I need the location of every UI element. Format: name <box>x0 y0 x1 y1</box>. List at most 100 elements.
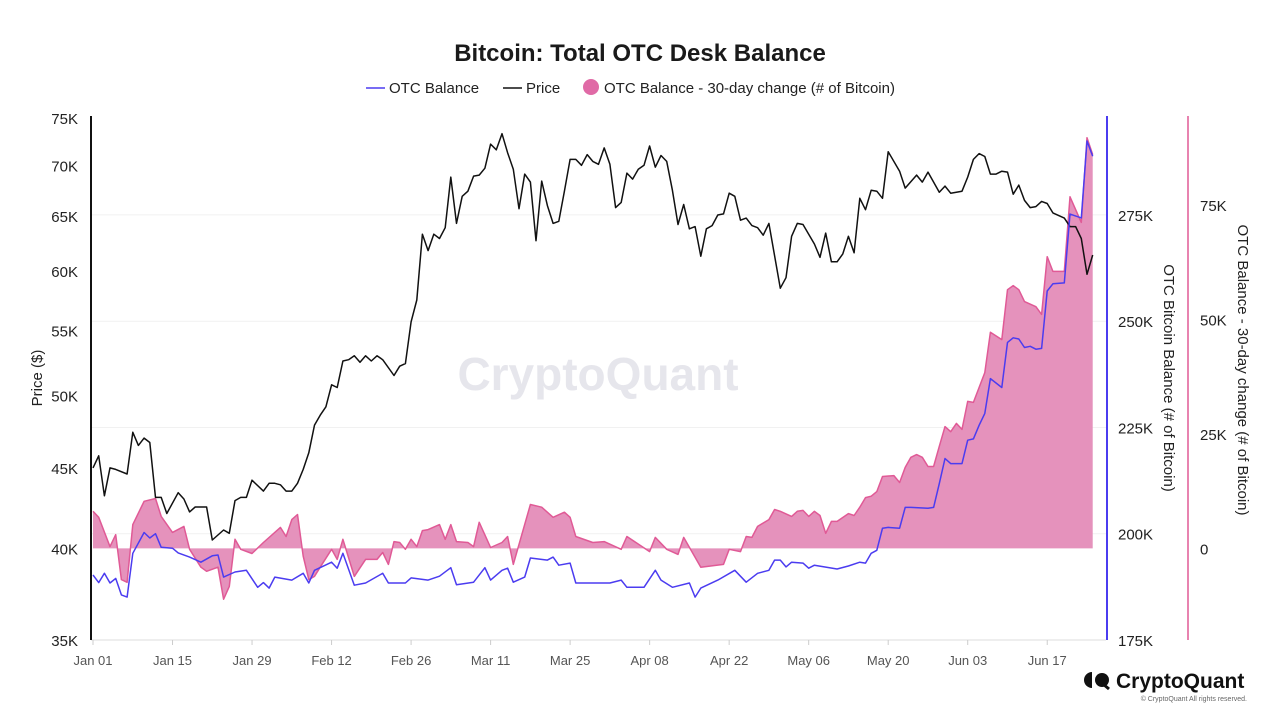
data-point-price <box>512 168 515 171</box>
data-point-price <box>393 374 396 377</box>
data-point-otc-balance <box>302 572 305 575</box>
data-point-price <box>415 299 418 302</box>
data-point-otc-balance <box>483 566 486 569</box>
data-point-otc-balance-30-day-change <box>341 538 344 541</box>
data-point-otc-balance-30-day-change <box>466 541 469 544</box>
data-point-otc-balance-30-day-change <box>421 529 424 532</box>
data-point-otc-balance-30-day-change <box>376 558 379 561</box>
data-point-price <box>978 152 981 155</box>
data-point-otc-balance-30-day-change <box>387 563 390 566</box>
data-point-otc-balance <box>944 457 947 460</box>
data-point-price <box>830 260 833 263</box>
data-point-price <box>466 190 469 193</box>
data-point-otc-balance <box>643 586 646 589</box>
data-point-otc-balance-30-day-change <box>427 528 430 531</box>
data-point-price <box>483 167 486 170</box>
x-tick-label: May 20 <box>867 653 910 668</box>
data-point-otc-balance-30-day-change <box>1017 288 1020 291</box>
data-point-otc-balance <box>881 527 884 530</box>
balance-tick-label: 175K <box>1118 633 1153 650</box>
data-point-price <box>961 190 964 193</box>
data-point-otc-balance <box>171 547 174 550</box>
data-point-otc-balance <box>625 586 628 589</box>
data-point-otc-balance-30-day-change <box>364 558 367 561</box>
data-point-otc-balance <box>455 583 458 586</box>
watermark: CryptoQuant <box>457 348 738 400</box>
data-point-otc-balance-30-day-change <box>864 496 867 499</box>
data-point-price <box>410 320 413 323</box>
data-point-price <box>506 151 509 154</box>
data-point-price <box>370 360 373 363</box>
data-point-otc-balance-30-day-change <box>955 422 958 425</box>
data-point-price <box>750 224 753 227</box>
data-point-price <box>302 468 305 471</box>
legend-item-otc-balance[interactable]: OTC Balance <box>366 80 479 97</box>
data-point-price <box>359 361 362 364</box>
data-point-otc-balance <box>1051 282 1054 285</box>
data-point-otc-balance <box>552 556 555 559</box>
legend-label-30-day-change: OTC Balance - 30-day change (# of Bitcoi… <box>604 80 895 97</box>
data-point-otc-balance <box>773 559 776 562</box>
data-point-price <box>1074 225 1077 228</box>
data-point-otc-balance-30-day-change <box>438 523 441 526</box>
data-point-otc-balance <box>313 569 316 572</box>
x-tick-label: Jun 03 <box>948 653 987 668</box>
data-point-otc-balance <box>427 579 430 582</box>
data-point-otc-balance <box>591 582 594 585</box>
data-point-otc-balance-30-day-change <box>415 545 418 548</box>
data-point-otc-balance <box>273 576 276 579</box>
data-point-otc-balance <box>1069 213 1072 216</box>
data-point-otc-balance <box>785 565 788 568</box>
data-point-otc-balance-30-day-change <box>393 540 396 543</box>
data-point-otc-balance-30-day-change <box>932 465 935 468</box>
data-point-otc-balance-30-day-change <box>796 510 799 513</box>
data-point-otc-balance <box>574 582 577 585</box>
data-point-price <box>222 529 225 532</box>
data-point-price <box>631 178 634 181</box>
balance-tick-label: 200K <box>1118 527 1153 544</box>
data-point-price <box>1029 206 1032 209</box>
data-point-otc-balance-30-day-change <box>404 548 407 551</box>
data-point-otc-balance-30-day-change <box>552 516 555 519</box>
data-point-otc-balance-30-day-change <box>381 551 384 554</box>
legend-item-price[interactable]: Price <box>503 80 560 97</box>
x-tick-label: Apr 08 <box>630 653 668 668</box>
data-point-price <box>160 496 163 499</box>
data-point-otc-balance <box>716 579 719 582</box>
balance-tick-label: 275K <box>1118 208 1153 225</box>
data-point-otc-balance-30-day-change <box>745 535 748 538</box>
data-point-price <box>398 365 401 368</box>
data-point-otc-balance <box>932 506 935 509</box>
data-point-price <box>330 383 333 386</box>
data-point-otc-balance <box>290 579 293 582</box>
data-point-otc-balance <box>694 596 697 599</box>
data-point-otc-balance <box>268 587 271 590</box>
data-point-price <box>898 170 901 173</box>
data-point-otc-balance-30-day-change <box>529 503 532 506</box>
data-point-otc-balance-30-day-change <box>966 400 969 403</box>
data-point-otc-balance <box>154 532 157 535</box>
data-point-price <box>188 510 191 513</box>
data-point-otc-balance-30-day-change <box>205 570 208 573</box>
data-point-price <box>802 223 805 226</box>
data-point-otc-balance <box>767 569 770 572</box>
data-point-price <box>648 145 651 148</box>
data-point-otc-balance-30-day-change <box>603 540 606 543</box>
data-point-otc-balance-30-day-change <box>847 512 850 515</box>
data-point-price <box>796 222 799 225</box>
data-point-price <box>836 260 839 263</box>
data-point-otc-balance-30-day-change <box>506 535 509 538</box>
data-point-price <box>574 158 577 161</box>
data-point-otc-balance <box>103 572 106 575</box>
data-point-otc-balance <box>126 596 129 599</box>
data-point-otc-balance <box>160 546 163 549</box>
data-point-price <box>432 233 435 236</box>
data-point-otc-balance-30-day-change <box>625 535 628 538</box>
price-tick-label: 70K <box>51 158 78 175</box>
data-point-otc-balance <box>1006 341 1009 344</box>
x-tick-label: Mar 25 <box>550 653 590 668</box>
legend-item-30-day-change[interactable]: OTC Balance - 30-day change (# of Bitcoi… <box>583 79 895 97</box>
data-point-otc-balance-30-day-change <box>563 511 566 514</box>
data-point-price <box>813 243 816 246</box>
data-point-otc-balance <box>529 557 532 560</box>
